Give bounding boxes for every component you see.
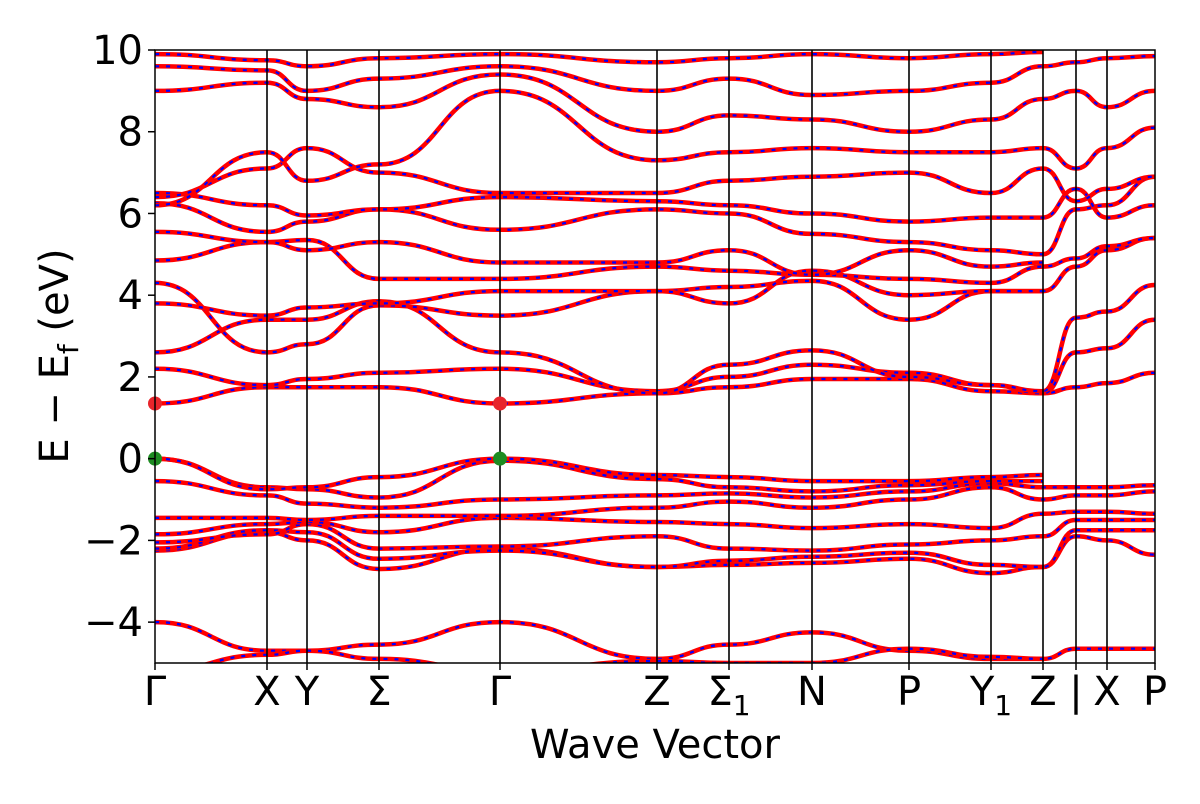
band-edge-markers <box>148 396 507 466</box>
kpoint-label-12: X <box>1093 669 1120 715</box>
y-tick-label-2: 0 <box>118 437 143 483</box>
x-axis-title: Wave Vector <box>530 722 781 768</box>
y-tick-label-6: 8 <box>118 110 143 156</box>
band-line-23-seg0 <box>155 50 1044 69</box>
y-tick-label-3: 2 <box>118 355 143 401</box>
band-line-12-seg1 <box>1075 282 1155 320</box>
band-line-15-seg0 <box>155 237 1077 286</box>
band-overlay-16-seg0 <box>155 230 1044 276</box>
band-line-2-seg1 <box>1075 534 1155 557</box>
band-overlay-1-seg0 <box>207 647 1044 663</box>
band-overlay-10-seg0 <box>155 377 1077 405</box>
band-line-11-seg1 <box>1075 317 1155 355</box>
kpoint-label-4: Γ <box>489 669 512 715</box>
kpoint-label-1: X <box>253 669 280 715</box>
y-tick-label-1: −2 <box>84 518 143 564</box>
kpoint-label-11: | <box>1069 669 1082 715</box>
kpoint-label-9: Y1 <box>969 669 1012 722</box>
vbm-marker-1 <box>493 451 507 466</box>
cbm-marker-3 <box>493 396 507 411</box>
y-tick-label-5: 6 <box>118 191 143 237</box>
band-overlay-9-seg0 <box>155 457 1044 491</box>
band-overlay-3-seg0 <box>155 529 1077 569</box>
kpoint-label-13: P <box>1143 669 1167 715</box>
band-line-22-seg0 <box>155 60 1077 98</box>
band-line-21-seg0 <box>155 72 1077 134</box>
band-overlay-20-seg1 <box>1075 126 1155 170</box>
y-tick-label-0: −4 <box>84 600 143 646</box>
y-tick-label-4: 4 <box>118 273 143 319</box>
band-overlay-17-seg0 <box>155 202 1077 256</box>
kpoint-label-8: P <box>897 669 921 715</box>
kpoint-label-10: Z <box>1029 669 1056 715</box>
band-overlay-20-seg0 <box>155 89 1077 207</box>
kpoint-label-3: Σ <box>366 669 391 715</box>
band-overlay-14-seg0 <box>155 269 1043 317</box>
kpoint-label-0: Γ <box>144 669 167 715</box>
band-overlay-10-seg1 <box>1075 371 1155 389</box>
kpoint-labels: Γ X Y Σ Γ Z Σ1 N P Y1 Z | X P <box>144 663 1167 722</box>
kpoint-lines <box>266 50 1108 663</box>
bands-layer <box>155 50 1155 663</box>
band-line-20-seg0 <box>155 88 1077 208</box>
band-line-18-seg0 <box>155 186 1077 224</box>
kpoint-label-6: Σ1 <box>707 669 750 722</box>
kpoint-label-2: Y <box>294 669 320 715</box>
y-tick-label-7: 10 <box>92 28 143 74</box>
y-axis-title-main: E − E <box>32 354 78 464</box>
y-axis-title: E − Ef (eV) <box>32 248 85 463</box>
band-overlay-13-seg0 <box>155 265 1077 354</box>
plot-frame <box>154 49 1156 664</box>
kpoint-label-5: Z <box>643 669 670 715</box>
y-axis-title-unit: (eV) <box>32 248 78 344</box>
y-axis-title-sub: f <box>52 343 85 354</box>
kpoint-label-7: N <box>797 669 827 715</box>
band-line-21-seg1 <box>1075 88 1155 110</box>
y-ticks: −4 −2 0 2 4 6 8 10 <box>84 28 155 646</box>
band-overlay-2-seg0 <box>155 531 1077 575</box>
